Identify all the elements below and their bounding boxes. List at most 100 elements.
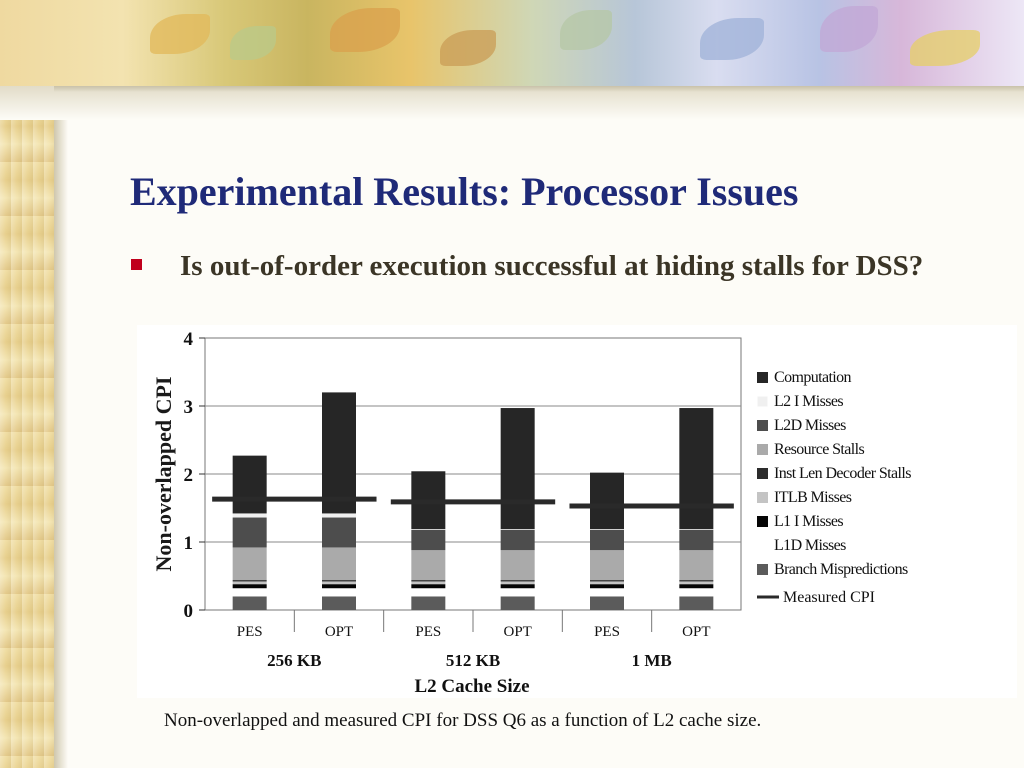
x-tick-label: PES	[415, 624, 441, 640]
banner-leaf	[440, 30, 496, 66]
bar-segment	[411, 550, 446, 581]
legend-label: L2 I Misses	[774, 393, 843, 410]
bar-segment	[590, 529, 624, 530]
bar-segment	[232, 580, 267, 582]
bar-segment	[232, 588, 267, 597]
bar-segment	[500, 408, 535, 530]
x-group-label: 512 KB	[446, 651, 500, 670]
bar-segment	[322, 513, 356, 518]
bar-segment	[500, 596, 535, 610]
top-decorative-banner	[0, 0, 1024, 86]
legend-swatch	[756, 539, 769, 552]
legend-swatch	[756, 395, 769, 408]
bar-segment	[322, 596, 356, 610]
x-tick-label: OPT	[682, 624, 710, 640]
bar-segment	[411, 581, 446, 585]
bar-segment	[679, 408, 714, 530]
bar-segment	[322, 584, 356, 589]
bar-segment	[411, 529, 446, 551]
bar-segment	[679, 581, 714, 585]
bar-segment	[679, 580, 714, 582]
y-tick-label: 4	[184, 329, 194, 350]
bar-segment	[679, 584, 714, 589]
legend-label: ITLB Misses	[774, 489, 852, 506]
bar-segment	[679, 596, 714, 610]
bullet-text: Is out-of-order execution successful at …	[180, 250, 924, 282]
bar-segment	[500, 529, 535, 551]
bar-segment	[232, 584, 267, 589]
slide-title: Experimental Results: Processor Issues	[130, 169, 799, 214]
bar-segment	[322, 581, 356, 585]
x-tick-label: OPT	[503, 624, 531, 640]
bar-segment	[232, 596, 267, 610]
legend-swatch	[757, 444, 768, 455]
x-group-label: 256 KB	[267, 651, 321, 670]
bar-segment	[590, 588, 624, 597]
legend-label: L1D Misses	[774, 537, 846, 554]
x-tick-label: PES	[237, 624, 263, 640]
bar-segment	[232, 581, 267, 585]
legend-swatch	[757, 516, 768, 527]
bullet-square-icon	[131, 259, 142, 270]
y-tick-label: 2	[184, 465, 194, 486]
bar-segment	[411, 596, 446, 610]
legend-swatch	[757, 372, 768, 383]
left-strip-shadow	[54, 0, 68, 768]
bar-segment	[322, 547, 356, 581]
y-tick-label: 1	[184, 533, 194, 554]
banner-leaf	[700, 18, 764, 60]
legend-swatch	[757, 492, 768, 503]
bar-segment	[679, 550, 714, 581]
bar-segment	[322, 588, 356, 597]
x-axis-label: L2 Cache Size	[414, 676, 529, 697]
legend-label: L1 I Misses	[774, 513, 843, 530]
banner-leaf	[560, 10, 612, 50]
bar-segment	[232, 513, 267, 518]
banner-leaf	[150, 14, 210, 54]
banner-leaf	[230, 26, 276, 60]
left-decorative-strip	[0, 0, 54, 768]
bar-segment	[590, 529, 624, 551]
banner-shadow	[54, 86, 1024, 92]
bar-segment	[590, 550, 624, 581]
bar-segment	[322, 392, 356, 514]
legend-label: Inst Len Decoder Stalls	[774, 465, 911, 482]
legend-label: L2D Misses	[774, 417, 846, 434]
banner-leaf	[910, 30, 980, 66]
chart-caption: Non-overlapped and measured CPI for DSS …	[164, 710, 762, 731]
banner-leaf	[820, 6, 878, 52]
bar-segment	[411, 580, 446, 582]
bar-segment	[500, 550, 535, 581]
bar-segment	[590, 580, 624, 582]
legend-label: Computation	[774, 369, 852, 386]
bar-segment	[411, 588, 446, 597]
banner-leaf	[330, 8, 400, 52]
bar-segment	[590, 596, 624, 610]
x-group-label: 1 MB	[632, 651, 672, 670]
bar-segment	[590, 584, 624, 589]
bar-segment	[322, 517, 356, 548]
bar-segment	[411, 529, 446, 530]
legend-label: Measured CPI	[783, 589, 875, 606]
bar-segment	[590, 581, 624, 585]
bar-segment	[500, 581, 535, 585]
bar-segment	[590, 472, 624, 530]
bar-segment	[679, 588, 714, 597]
x-tick-label: OPT	[325, 624, 353, 640]
bar-segment	[232, 455, 267, 514]
bar-segment	[500, 584, 535, 589]
bar-segment	[679, 529, 714, 530]
bar-segment	[411, 584, 446, 589]
legend-swatch	[757, 468, 768, 479]
bar-segment	[500, 580, 535, 582]
bar-segment	[322, 580, 356, 582]
bar-segment	[679, 529, 714, 551]
bar-segment	[500, 588, 535, 597]
bar-segment	[500, 529, 535, 530]
y-tick-label: 3	[184, 397, 194, 418]
x-tick-label: PES	[594, 624, 620, 640]
y-tick-label: 0	[184, 601, 194, 622]
y-axis-label: Non-overlapped CPI	[151, 377, 176, 572]
